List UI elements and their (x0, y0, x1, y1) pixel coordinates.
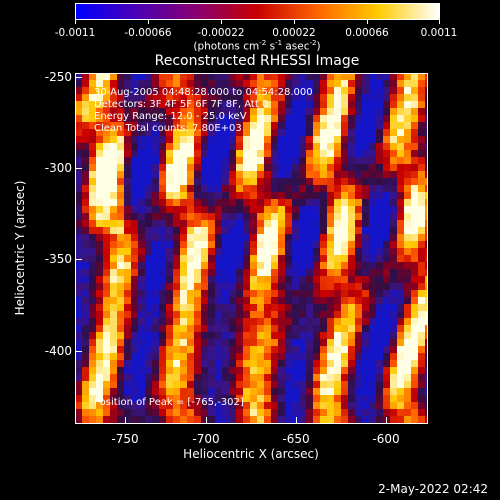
heatmap (75, 73, 428, 424)
y-tick-label: -350 (44, 252, 72, 266)
y-tick-label: -300 (44, 161, 72, 175)
colorbar-tick (294, 20, 295, 24)
info-energy-range: Energy Range: 12.0 - 25.0 keV (94, 111, 247, 122)
y-tick-label: -400 (44, 344, 72, 358)
colorbar-tick-label: -0.0011 (54, 27, 96, 39)
colorbar-tick (75, 20, 76, 24)
y-axis-title: Heliocentric Y (arcsec) (13, 180, 27, 316)
colorbar-tick (221, 20, 222, 24)
x-tick (296, 417, 297, 424)
x-tick (386, 417, 387, 424)
colorbar-units: (photons cm-2 s-1 asec-2) (193, 39, 321, 53)
info-clean-counts: Clean Total counts: 7.80E+03 (94, 123, 242, 134)
colorbar-tick (439, 20, 440, 24)
colorbar-tick (367, 20, 368, 24)
x-tick-label: -650 (282, 432, 310, 446)
x-tick-label: -600 (372, 432, 400, 446)
peak-position: Position of Peak = [-765,-302] (94, 397, 244, 408)
colorbar-tick (148, 20, 149, 24)
info-time-range: 30-Aug-2005 04:48:28.000 to 04:54:28.000 (94, 87, 313, 98)
colorbar-tick-label: 0.00022 (272, 27, 316, 39)
y-tick (75, 259, 82, 260)
x-tick (125, 417, 126, 424)
x-tick (206, 417, 207, 424)
colorbar-tick-label: -0.00022 (197, 27, 245, 39)
colorbar-tick-label: -0.00066 (124, 27, 172, 39)
colorbar-tick-label: 0.0011 (420, 27, 458, 39)
x-axis-title: Heliocentric X (arcsec) (183, 447, 319, 461)
colorbar (75, 3, 440, 20)
y-tick-label: -250 (44, 70, 72, 84)
x-tick-label: -700 (192, 432, 220, 446)
colorbar-tick-label: 0.00066 (345, 27, 389, 39)
reconstructed-image (75, 73, 428, 424)
x-tick-label: -750 (111, 432, 139, 446)
timestamp: 2-May-2022 02:42 (378, 482, 488, 496)
info-detectors: Detectors: 3F 4F 5F 6F 7F 8F, Att 0 (94, 99, 269, 110)
y-tick (75, 77, 82, 78)
y-tick (75, 351, 82, 352)
plot-title: Reconstructed RHESSI Image (154, 53, 360, 69)
y-tick (75, 168, 82, 169)
